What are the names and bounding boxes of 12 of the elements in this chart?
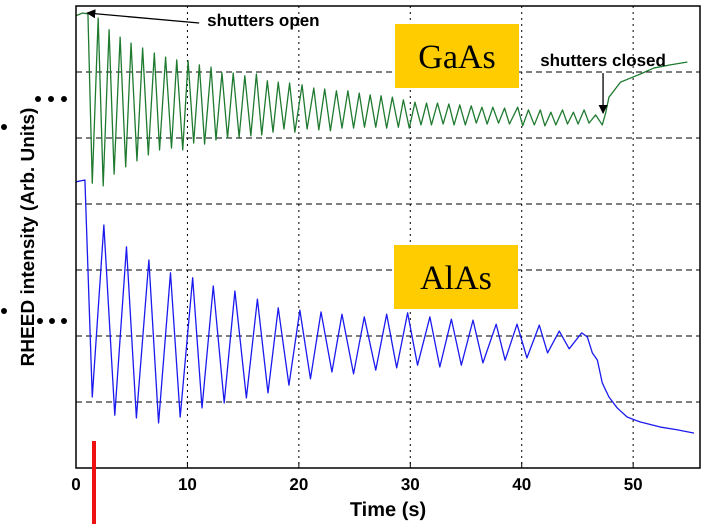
y-axis-title: RHEED intensity (Arb. Units) xyxy=(18,108,39,366)
series-label: GaAs xyxy=(418,39,496,76)
x-tick-label: 0 xyxy=(71,475,81,494)
x-tick-label: 30 xyxy=(400,475,420,494)
x-tick-label: 10 xyxy=(178,475,197,494)
series-label: AlAs xyxy=(420,260,492,297)
x-tick-label: 50 xyxy=(624,475,643,494)
x-axis-title: Time (s) xyxy=(350,499,426,521)
annotation: shutters closed xyxy=(540,51,666,70)
x-tick-label: 40 xyxy=(512,475,532,494)
annotation: shutters open xyxy=(207,11,320,30)
x-tick-label: 20 xyxy=(289,475,308,494)
